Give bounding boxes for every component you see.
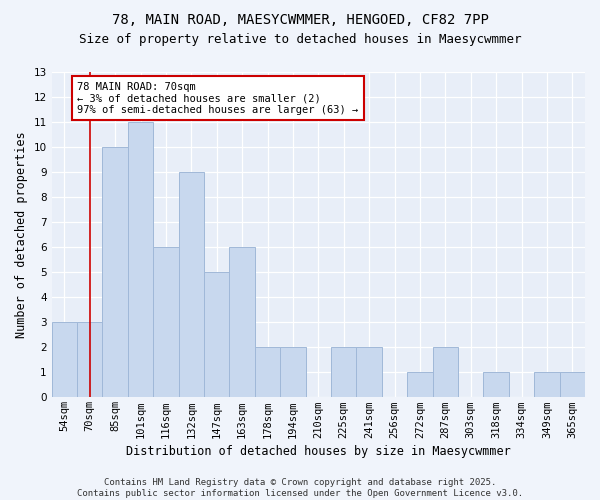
Bar bbox=[534, 372, 560, 398]
X-axis label: Distribution of detached houses by size in Maesycwmmer: Distribution of detached houses by size … bbox=[126, 444, 511, 458]
Bar bbox=[153, 247, 179, 398]
Text: 78 MAIN ROAD: 70sqm
← 3% of detached houses are smaller (2)
97% of semi-detached: 78 MAIN ROAD: 70sqm ← 3% of detached hou… bbox=[77, 82, 358, 114]
Text: Contains HM Land Registry data © Crown copyright and database right 2025.
Contai: Contains HM Land Registry data © Crown c… bbox=[77, 478, 523, 498]
Bar bbox=[280, 347, 305, 398]
Bar bbox=[331, 347, 356, 398]
Bar bbox=[77, 322, 103, 398]
Bar bbox=[560, 372, 585, 398]
Bar bbox=[179, 172, 204, 398]
Y-axis label: Number of detached properties: Number of detached properties bbox=[15, 131, 28, 338]
Bar bbox=[103, 146, 128, 398]
Bar bbox=[128, 122, 153, 398]
Bar bbox=[204, 272, 229, 398]
Bar bbox=[255, 347, 280, 398]
Text: 78, MAIN ROAD, MAESYCWMMER, HENGOED, CF82 7PP: 78, MAIN ROAD, MAESYCWMMER, HENGOED, CF8… bbox=[112, 12, 488, 26]
Text: Size of property relative to detached houses in Maesycwmmer: Size of property relative to detached ho… bbox=[79, 32, 521, 46]
Bar bbox=[52, 322, 77, 398]
Bar bbox=[229, 247, 255, 398]
Bar bbox=[484, 372, 509, 398]
Bar bbox=[407, 372, 433, 398]
Bar bbox=[433, 347, 458, 398]
Bar bbox=[356, 347, 382, 398]
